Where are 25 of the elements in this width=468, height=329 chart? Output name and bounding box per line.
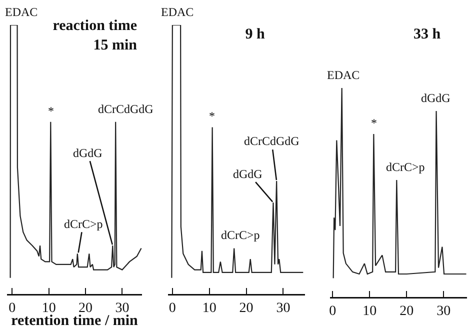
annotation: dGdG — [73, 146, 103, 160]
x-tick-label: 20 — [400, 304, 414, 320]
chart-title: reaction time 15 min — [52, 18, 138, 54]
annotation: EDAC — [161, 5, 194, 19]
annotation: dCrC>p — [64, 217, 103, 231]
annotation: EDAC — [327, 68, 360, 82]
annotation: * — [48, 104, 54, 118]
annotation: dGdG — [421, 91, 451, 105]
annotation: dCrC>p — [386, 160, 425, 174]
annotation: dGdG — [233, 167, 263, 181]
x-tick-label: 10 — [202, 301, 216, 316]
x-tick-label: 0 — [168, 301, 176, 316]
x-tick-label: 20 — [239, 301, 254, 316]
annotation: EDAC — [5, 5, 38, 19]
annotation: dCrCdGdG — [98, 102, 154, 116]
x-tick-label: 30 — [276, 301, 290, 316]
annotation: * — [209, 109, 215, 123]
x-tick-label: 0 — [329, 304, 336, 320]
x-tick-label: 10 — [362, 304, 377, 320]
annotation: * — [371, 116, 377, 130]
x-tick-label: 30 — [436, 304, 451, 320]
annotation: dCrC>p — [221, 228, 260, 242]
annotation: dCrCdGdG — [244, 134, 300, 148]
chart-title: 33 h — [413, 26, 442, 42]
chart-title: 9 h — [245, 26, 266, 42]
